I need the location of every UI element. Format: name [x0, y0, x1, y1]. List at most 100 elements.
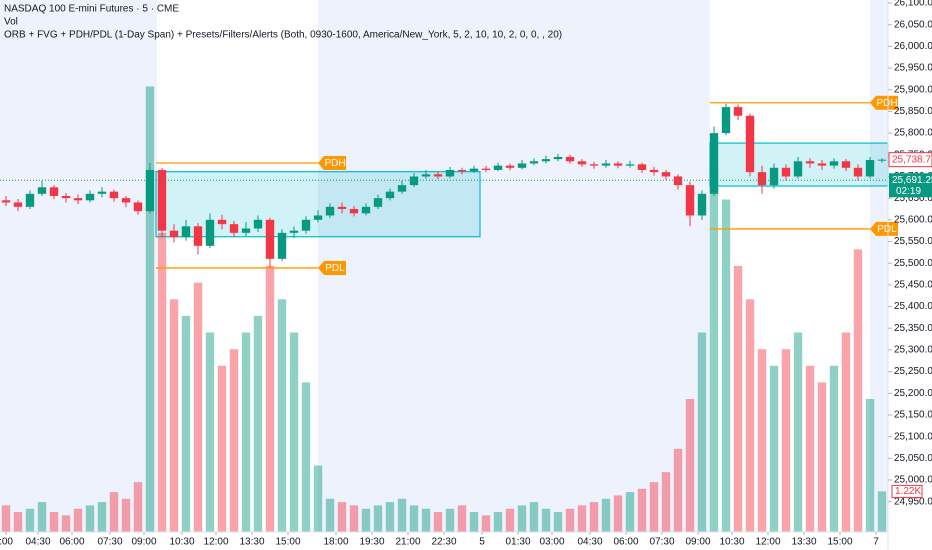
volume-bar	[865, 399, 875, 532]
candle-body	[505, 165, 515, 168]
candle-body	[469, 168, 479, 172]
volume-bar	[313, 465, 323, 532]
candle-body	[673, 176, 683, 186]
volume-title: Vol	[4, 17, 18, 28]
candle-body	[157, 169, 167, 231]
y-tick-label: 25,850.00	[894, 106, 932, 117]
volume-bar	[793, 332, 803, 532]
candle-body	[133, 202, 143, 212]
volume-bar	[589, 502, 599, 532]
candle-body	[697, 193, 707, 216]
volume-label-box	[891, 484, 923, 498]
x-tick-label: 04:30	[25, 537, 50, 548]
level-tag	[318, 260, 346, 275]
y-tick-label: 26,000.00	[894, 41, 932, 52]
y-tick-label: 25,800.00	[894, 128, 932, 139]
candle-body	[877, 159, 887, 161]
candle-body	[853, 167, 863, 177]
volume-bar	[421, 508, 431, 532]
indicator-title: ORB + FVG + PDH/PDL (1-Day Span) + Prese…	[4, 30, 562, 41]
candle-body	[193, 226, 203, 246]
y-tick-label: 25,500.00	[894, 258, 932, 269]
volume-bar	[433, 512, 443, 532]
candle-body	[805, 161, 815, 164]
candle-body	[145, 169, 155, 212]
volume-bar	[613, 495, 623, 532]
level-label: PDH	[324, 158, 345, 169]
candle-body	[397, 185, 407, 192]
candle-body	[61, 195, 71, 199]
x-tick-label: 07:30	[97, 537, 122, 548]
y-tick-label: 26,100.00	[894, 0, 932, 9]
candle-body	[781, 167, 791, 177]
candle-body	[361, 206, 371, 214]
volume-bar	[301, 382, 311, 532]
volume-bar	[61, 515, 71, 532]
candle-body	[745, 115, 755, 173]
level-tag	[870, 95, 898, 110]
volume-bar	[289, 332, 299, 532]
volume-bar	[493, 512, 503, 532]
x-tick-label: 01:30	[505, 537, 530, 548]
candle-body	[541, 159, 551, 162]
x-tick-label: 19:30	[359, 537, 384, 548]
y-tick-label: 25,650.00	[894, 193, 932, 204]
candle-body	[241, 228, 251, 233]
candle-body	[37, 187, 47, 194]
x-tick-label: 21:00	[395, 537, 420, 548]
candle-body	[85, 193, 95, 201]
y-tick-label: 25,000.00	[894, 475, 932, 486]
volume-bar	[157, 232, 167, 532]
volume-bar	[517, 505, 527, 532]
candle-body	[265, 219, 275, 259]
x-tick-label: 10:30	[169, 537, 194, 548]
volume-bar	[709, 166, 719, 532]
x-tick-label: 06:00	[613, 537, 638, 548]
volume-bar	[265, 266, 275, 532]
candle-body	[769, 167, 779, 186]
volume-bar	[277, 299, 287, 532]
volume-bar	[661, 472, 671, 532]
volume-bar	[49, 512, 59, 532]
candle-body	[817, 163, 827, 166]
volume-bar	[445, 508, 455, 532]
orb-box	[155, 171, 481, 238]
session-shade	[318, 0, 710, 532]
volume-bar	[109, 492, 119, 532]
volume-bar	[97, 502, 107, 532]
level-tag	[870, 221, 898, 236]
candle-body	[601, 163, 611, 166]
mark-price-box	[889, 173, 932, 198]
volume-bar	[325, 498, 335, 532]
volume-bar	[781, 349, 791, 532]
candle-body	[733, 107, 743, 116]
x-tick-label: 13:30	[791, 537, 816, 548]
volume-bar	[721, 199, 731, 532]
volume-bar	[757, 349, 767, 532]
candle-body	[613, 163, 623, 166]
candle-body	[253, 219, 263, 229]
y-tick-label: 25,150.00	[894, 410, 932, 421]
x-tick-label: 7	[873, 537, 879, 548]
x-tick-label: 18:00	[323, 537, 348, 548]
volume-bar	[625, 492, 635, 532]
volume-bar	[469, 512, 479, 532]
volume-bar	[529, 502, 539, 532]
x-tick-label: 09:00	[685, 537, 710, 548]
candle-body	[301, 219, 311, 231]
x-tick-label: 06:00	[59, 537, 84, 548]
candle-body	[169, 230, 179, 238]
candle-body	[709, 133, 719, 194]
last-price-box	[888, 152, 932, 168]
volume-bar	[1, 505, 11, 532]
y-tick-label: 25,200.00	[894, 388, 932, 399]
volume-bar	[205, 332, 215, 532]
candle-body	[721, 107, 731, 134]
volume-bar	[481, 515, 491, 532]
volume-bar	[577, 505, 587, 532]
volume-bar	[85, 505, 95, 532]
candle-body	[1, 200, 11, 203]
volume-bar	[253, 315, 263, 532]
x-tick-label: 15:00	[275, 537, 300, 548]
